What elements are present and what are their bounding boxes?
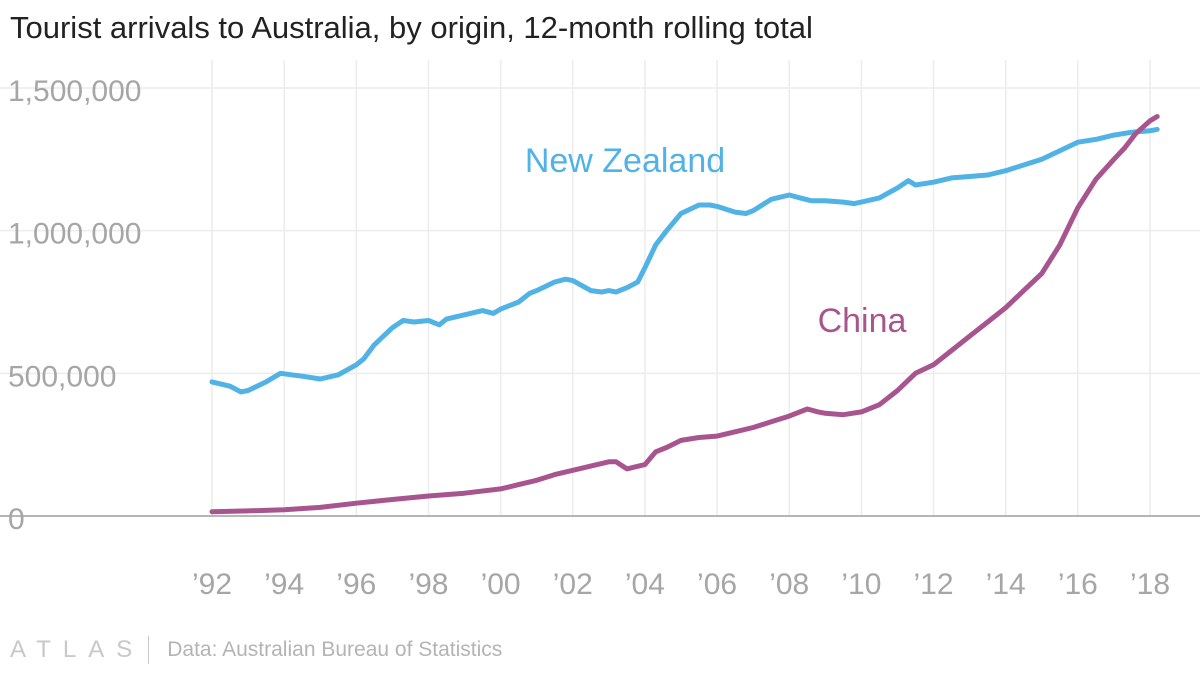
x-tick-label: ’92 xyxy=(192,568,232,601)
grid-layer xyxy=(0,60,1200,516)
x-tick-label: ’08 xyxy=(769,568,809,601)
y-tick-label: 1,500,000 xyxy=(8,75,141,108)
y-tick-label: 500,000 xyxy=(8,360,116,393)
x-tick-label: ’12 xyxy=(914,568,954,601)
footer: ATLAS Data: Australian Bureau of Statist… xyxy=(10,636,502,664)
x-tick-label: ’04 xyxy=(625,568,665,601)
x-tick-label: ’96 xyxy=(336,568,376,601)
x-tick-label: ’14 xyxy=(986,568,1026,601)
series-line-china xyxy=(209,114,1160,515)
axis-layer: 0 500,000 1,000,000 1,500,000 ’92 ’94 ’96 ’98 ’0… xyxy=(0,75,1200,601)
x-tick-label: ’98 xyxy=(408,568,448,601)
series-label-new-zealand: New Zealand xyxy=(525,142,725,180)
x-tick-label: ’02 xyxy=(553,568,593,601)
y-tick-label: 0 xyxy=(8,503,25,536)
series-layer xyxy=(209,114,1160,515)
x-tick-label: ’18 xyxy=(1130,568,1170,601)
x-tick-label: ’16 xyxy=(1058,568,1098,601)
series-line-new-zealand xyxy=(209,126,1160,395)
y-tick-label: 1,000,000 xyxy=(8,218,141,251)
chart-title: Tourist arrivals to Australia, by origin… xyxy=(10,10,813,45)
series-label-china: China xyxy=(818,302,907,340)
x-tick-label: ’94 xyxy=(264,568,304,601)
x-tick-label: ’00 xyxy=(481,568,521,601)
source-note: Data: Australian Bureau of Statistics xyxy=(167,638,503,661)
x-tick-label: ’10 xyxy=(841,568,881,601)
atlas-logo: ATLAS xyxy=(10,636,145,663)
label-layer: New Zealand China xyxy=(525,142,907,340)
footer-divider xyxy=(148,636,150,664)
x-tick-label: ’06 xyxy=(697,568,737,601)
